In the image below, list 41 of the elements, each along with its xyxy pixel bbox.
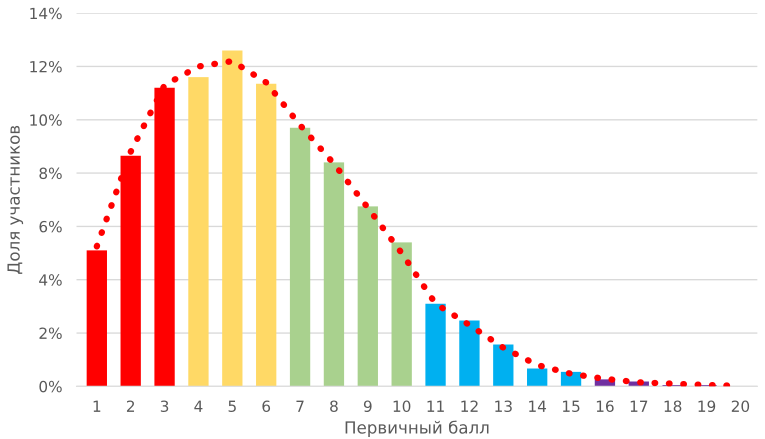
- x-tick-label: 13: [495, 400, 512, 412]
- bar: [392, 242, 412, 386]
- y-tick-label: 8%: [39, 168, 62, 180]
- x-tick-label: 5: [228, 400, 236, 412]
- x-tick-label: 19: [698, 400, 716, 412]
- x-tick-label: 16: [596, 400, 614, 412]
- y-tick-label: 2%: [39, 327, 62, 340]
- x-tick-label: 17: [630, 400, 648, 412]
- bar: [425, 304, 446, 386]
- x-tick-label: 10: [394, 400, 410, 412]
- bar: [459, 320, 480, 386]
- bar: [493, 344, 514, 386]
- x-tick-label: 11: [428, 400, 444, 412]
- y-tick-label: 14%: [30, 8, 62, 20]
- y-tick-label: 0%: [39, 380, 62, 392]
- y-tick-label: 6%: [39, 220, 62, 232]
- x-tick-label: 4: [194, 400, 202, 412]
- y-axis-title: Доля участников: [7, 126, 24, 274]
- x-tick-label: 7: [296, 400, 304, 412]
- bar: [527, 368, 548, 386]
- bar: [188, 77, 209, 386]
- x-tick-label: 12: [461, 400, 478, 412]
- bar: [222, 50, 242, 386]
- x-tick-label: 18: [664, 400, 682, 412]
- bar: [358, 206, 378, 386]
- y-tick-label: 10%: [30, 114, 62, 126]
- x-tick-label: 15: [563, 400, 580, 412]
- y-tick-label: 12%: [30, 60, 62, 72]
- x-axis-title: Первичный балл: [346, 420, 488, 437]
- x-tick-label: 3: [160, 400, 168, 412]
- x-tick-label: 20: [732, 400, 750, 412]
- x-tick-label: 1: [94, 400, 100, 412]
- x-tick-label: 8: [330, 400, 338, 412]
- x-tick-label: 14: [529, 400, 546, 412]
- x-tick-label: 2: [126, 400, 134, 412]
- y-tick-label: 4%: [39, 274, 62, 286]
- x-tick-label: 9: [364, 400, 372, 412]
- bar: [256, 84, 276, 386]
- x-tick-label: 6: [262, 400, 270, 412]
- bar: [324, 162, 344, 386]
- bar: [290, 128, 310, 386]
